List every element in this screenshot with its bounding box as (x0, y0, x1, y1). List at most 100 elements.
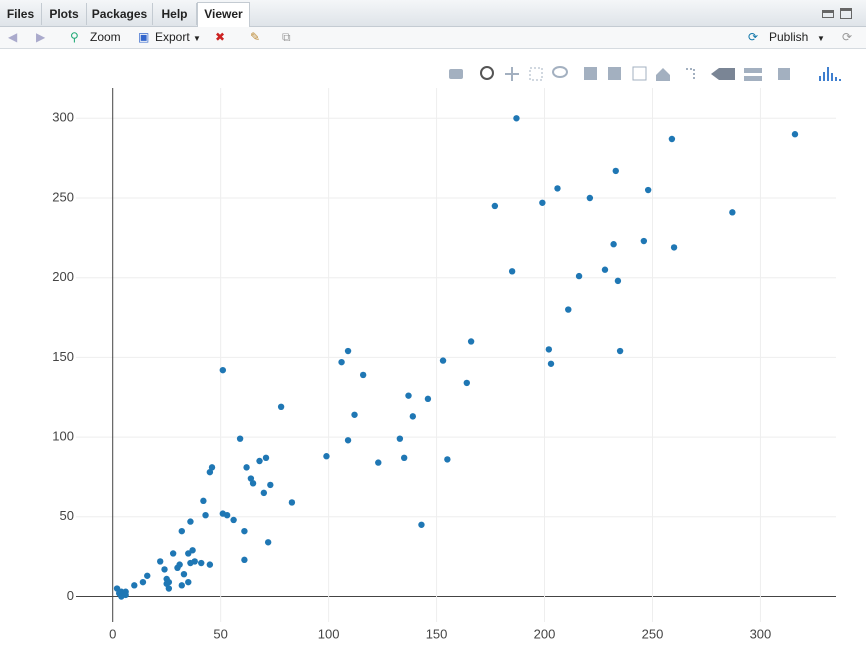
tab-active[interactable]: Viewer (197, 2, 250, 28)
scatter-point (139, 578, 147, 586)
scatter-point (256, 457, 263, 465)
scatter-point (467, 338, 475, 345)
tab[interactable]: Packages (87, 3, 153, 25)
scatter-point (247, 475, 255, 482)
scatter-point (545, 346, 553, 353)
scatter-point (169, 550, 177, 557)
y-tick-label: 50 (60, 508, 74, 523)
modebar-pan[interactable] (505, 67, 519, 81)
chart: 0 50 100 150 200 250 300 0 50 100 150 200 250 300 (52, 66, 841, 641)
scatter-point (161, 566, 168, 573)
scatter-point (206, 561, 214, 568)
scatter-point (243, 464, 250, 471)
scatter-point (612, 167, 619, 175)
scatter-point (174, 564, 181, 572)
modebar-select[interactable] (529, 67, 543, 81)
scatter-point (219, 366, 227, 374)
modebar-spike[interactable] (686, 68, 695, 81)
scatter-point (185, 578, 192, 586)
scatter-point (539, 199, 546, 206)
scatter-point (405, 392, 412, 399)
scatter-point (118, 593, 125, 600)
scatter-point (187, 518, 194, 525)
scatter-point (791, 131, 799, 138)
scatter-point (260, 489, 268, 497)
modebar-zoom[interactable] (480, 66, 494, 80)
scatter-point (491, 202, 499, 210)
scatter-point (513, 115, 520, 122)
scatter-point (344, 437, 352, 444)
refresh-button[interactable]: ⟳ (842, 30, 853, 44)
y-tick-label: 200 (52, 269, 74, 284)
forward-button[interactable]: ▶ (36, 30, 46, 44)
x-tick-label: 50 (213, 626, 227, 641)
scatter-point (241, 527, 248, 535)
scatter-point (267, 481, 274, 489)
scatter-point (670, 244, 678, 251)
y-tick-label: 0 (67, 588, 74, 603)
modebar-zoom-out[interactable] (608, 67, 621, 80)
toolbar: ◀ ▶ ⚲ Zoom ▣ Export ▼ ✖ ✎ ⧉ ⟳ Publish ▼ … (0, 27, 866, 49)
modebar-hover-compare[interactable] (744, 68, 762, 81)
scatter-point (198, 559, 205, 567)
scatter-point (463, 379, 470, 387)
scatter-point (409, 413, 417, 420)
publish-button[interactable]: Publish (769, 30, 809, 44)
scatter-point (323, 453, 330, 460)
export-button[interactable]: Export (155, 30, 190, 44)
dropdown-arrow: ▼ (817, 34, 825, 43)
y-tick-label: 100 (52, 429, 74, 444)
scatter-point (444, 456, 451, 463)
scatter-point (418, 521, 425, 528)
scatter-point (288, 499, 296, 506)
back-button[interactable]: ◀ (8, 30, 18, 44)
tab[interactable]: Help (153, 3, 197, 25)
scatter-point (586, 194, 594, 202)
x-tick-label: 100 (318, 626, 340, 641)
scatter-point (206, 468, 214, 476)
modebar-zoom-in[interactable] (584, 67, 597, 80)
scatter-point (424, 395, 432, 403)
modebar-autoscale[interactable] (632, 66, 647, 81)
scatter-point (144, 572, 151, 579)
modebar-logo[interactable] (819, 67, 841, 81)
modebar-reset[interactable] (656, 68, 670, 81)
scatter-point (157, 558, 164, 565)
scatter-point (565, 306, 572, 313)
scatter-point (554, 185, 561, 192)
scatter-point (601, 266, 609, 273)
scatter-point (439, 357, 447, 364)
scatter-point (668, 135, 676, 143)
modebar-lasso[interactable] (552, 66, 568, 78)
zoom-button[interactable]: Zoom (90, 30, 121, 44)
tab[interactable]: Files (0, 3, 42, 25)
x-tick-label: 0 (109, 626, 116, 641)
scatter-point (610, 241, 617, 248)
scatter-point (223, 512, 231, 519)
scatter-point (508, 268, 516, 275)
y-tick-label: 150 (52, 349, 74, 364)
modebar (449, 66, 841, 81)
x-tick-label: 200 (534, 626, 556, 641)
clear-button[interactable]: ✎ (250, 30, 261, 44)
maximize-button[interactable] (840, 8, 852, 19)
scatter-point (165, 585, 173, 592)
scatter-point (338, 358, 345, 366)
scatter-point (180, 570, 188, 578)
remove-button[interactable]: ✖ (215, 30, 226, 44)
scatter-point (230, 516, 237, 524)
scatter-point (249, 480, 257, 487)
modebar-hover-closest[interactable] (711, 68, 735, 80)
scatter-point (359, 371, 367, 379)
scatter-point (277, 403, 285, 411)
popout-button[interactable]: ⧉ (282, 30, 291, 44)
scatter-point (396, 435, 404, 442)
tab[interactable]: Plots (42, 3, 87, 25)
scatter-point (264, 539, 272, 546)
minimize-button[interactable] (822, 10, 834, 18)
dropdown-arrow: ▼ (193, 34, 201, 43)
modebar-camera[interactable] (449, 69, 463, 79)
y-tick-label: 300 (52, 110, 74, 125)
scatter-point (131, 582, 138, 589)
modebar-docs[interactable] (778, 68, 790, 80)
